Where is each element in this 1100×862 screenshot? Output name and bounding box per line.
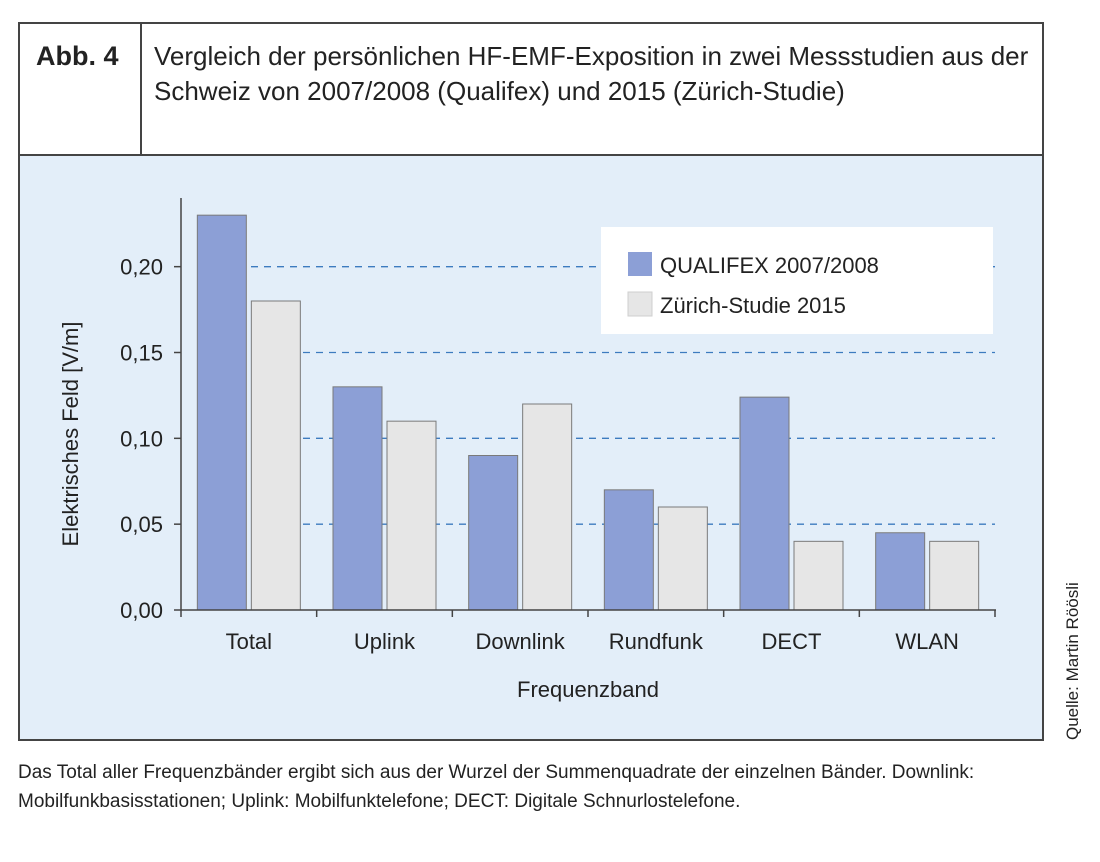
y-tick-label: 0,05 [120, 512, 163, 537]
figure-caption: Das Total aller Frequenzbänder ergibt si… [18, 762, 975, 812]
bar-zuerich [522, 403, 573, 611]
bar-zuerich [657, 506, 708, 611]
figure-label: Abb. 4 [20, 24, 142, 154]
bar-qualifex [468, 455, 519, 611]
x-axis-title: Frequenzband [517, 677, 659, 702]
y-tick-label: 0,00 [120, 598, 163, 623]
bar-qualifex [196, 214, 247, 611]
bar-qualifex [332, 386, 383, 611]
x-tick-label: Downlink [476, 629, 566, 654]
bar-zuerich [793, 540, 844, 611]
figure-title: Vergleich der persönlichen HF-EMF-Exposi… [154, 41, 1029, 106]
legend-swatch [628, 252, 652, 276]
legend-box [601, 227, 993, 334]
y-tick-label: 0,10 [120, 426, 163, 451]
bar-zuerich [386, 420, 437, 611]
legend-swatch [627, 291, 653, 317]
bar-zuerich [929, 540, 980, 611]
source-credit: Quelle: Martin Röösli [1063, 582, 1082, 740]
x-tick-label: DECT [762, 629, 822, 654]
bar-chart: 0,00 0,05 0,10 0,15 0,20 Total Uplink Downlink R… [58, 198, 996, 702]
x-tick-label: WLAN [895, 629, 959, 654]
chart-area: 0,00 0,05 0,10 0,15 0,20 Total Uplink Downlink R… [20, 156, 1042, 739]
bar-qualifex [603, 489, 654, 611]
bar-qualifex [739, 396, 790, 611]
x-tick-label: Uplink [354, 629, 416, 654]
legend-label: QUALIFEX 2007/2008 [660, 253, 879, 278]
x-tick-label: Rundfunk [609, 629, 704, 654]
figure-header: Abb. 4 Vergleich der persönlichen HF-EMF… [20, 24, 1042, 156]
legend-label: Zürich-Studie 2015 [660, 293, 846, 318]
y-tick-label: 0,20 [120, 255, 163, 280]
x-tick-label: Total [226, 629, 272, 654]
y-tick-label: 0,15 [120, 341, 163, 366]
bar-zuerich [250, 300, 301, 611]
bar-qualifex [875, 532, 926, 611]
y-axis-title: Elektrisches Feld [V/m] [58, 322, 83, 547]
figure-box: Abb. 4 Vergleich der persönlichen HF-EMF… [18, 22, 1044, 741]
